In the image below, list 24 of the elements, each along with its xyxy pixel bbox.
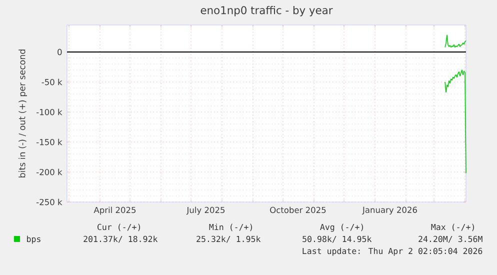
x-tick-label: April 2025 <box>94 206 136 215</box>
text: Last update: Thu Apr 2 02:05:04 2026 <box>302 248 482 256</box>
y-tick-label: -100 k <box>36 108 62 116</box>
text: Cur (-/+) <box>98 224 140 232</box>
y-tick-label: -50 k <box>42 78 62 86</box>
line-series <box>444 34 466 48</box>
text: Max (-/+) <box>431 224 474 232</box>
y-tick-label: -250 k <box>36 198 62 206</box>
text: 24.20M/ 3.56M <box>418 236 482 243</box>
legend-label: bps <box>27 236 40 244</box>
y-tick-label: -150 k <box>36 138 62 146</box>
x-tick-label: July 2025 <box>186 206 225 215</box>
x-tick-label: October 2025 <box>270 206 326 214</box>
y-tick-label: 0 <box>58 48 62 56</box>
y-tick-label: -200 k <box>36 168 62 176</box>
line-series <box>444 70 466 174</box>
text: 201.37k/ 18.92k <box>84 236 158 243</box>
text: 50.98k/ 14.95k <box>302 236 372 243</box>
y-axis-title: bits in (-) / out (+) per second <box>18 50 27 178</box>
text: 25.32k/ 1.95k <box>196 236 261 243</box>
x-tick-label: January 2026 <box>362 206 417 215</box>
text: Min (-/+) <box>209 224 252 232</box>
chart-title: eno1np0 traffic - by year <box>200 6 333 16</box>
text: Avg (-/+) <box>320 224 364 232</box>
